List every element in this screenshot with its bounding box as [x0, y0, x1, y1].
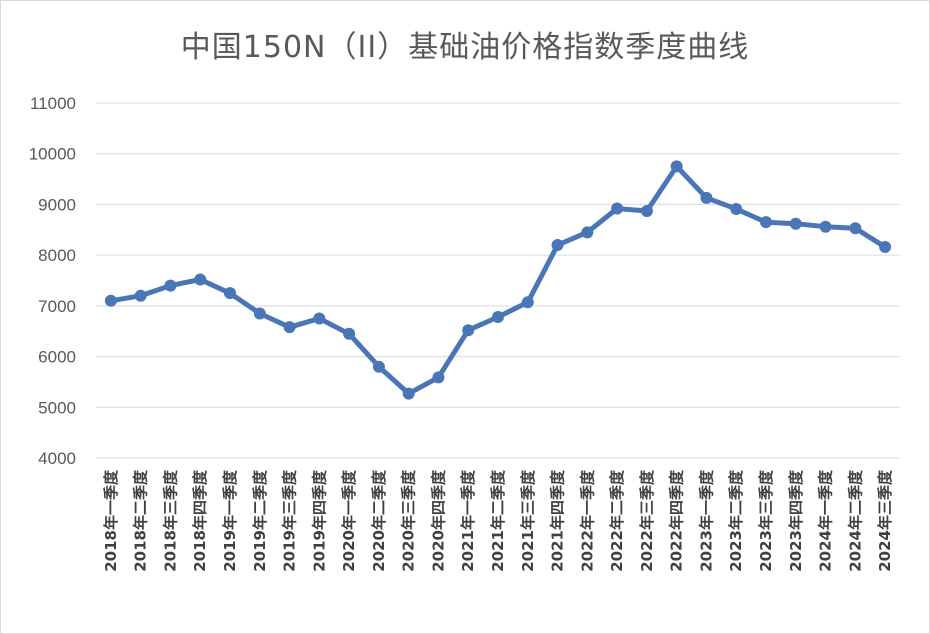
data-point [194, 273, 207, 286]
x-tick-label: 2020年四季度 [429, 469, 447, 572]
data-point [343, 327, 356, 340]
y-tick-label: 8000 [38, 246, 76, 265]
data-point [313, 312, 326, 325]
data-point [462, 324, 475, 337]
y-tick-label: 5000 [38, 398, 76, 417]
chart-title: 中国150N（II）基础油价格指数季度曲线 [180, 30, 750, 65]
x-tick-label: 2023年二季度 [727, 469, 745, 572]
data-point [760, 216, 772, 229]
x-tick-label: 2024年一季度 [817, 469, 835, 572]
y-tick-label: 6000 [38, 348, 76, 367]
x-tick-label: 2020年三季度 [400, 469, 418, 572]
x-tick-label: 2023年三季度 [757, 469, 775, 572]
x-tick-label: 2019年四季度 [310, 469, 328, 572]
y-tick-label: 10000 [29, 145, 76, 164]
x-tick-label: 2018年二季度 [132, 469, 150, 572]
x-tick-label: 2021年三季度 [519, 469, 537, 572]
data-point [432, 371, 445, 384]
x-tick-label: 2020年一季度 [340, 469, 358, 572]
data-point [819, 220, 832, 233]
y-tick-label: 11000 [30, 94, 76, 113]
x-tick-label: 2024年二季度 [846, 469, 864, 572]
data-point [879, 241, 892, 254]
data-point [283, 321, 296, 334]
x-tick-label: 2019年三季度 [281, 469, 299, 572]
x-tick-label: 2019年一季度 [221, 469, 239, 572]
data-point [104, 294, 117, 307]
data-point [253, 307, 266, 320]
x-tick-label: 2022年四季度 [668, 469, 686, 572]
x-tick-label: 2021年二季度 [489, 469, 507, 572]
data-point [402, 387, 415, 400]
x-tick-label: 2022年三季度 [638, 469, 656, 572]
data-point [224, 287, 236, 300]
data-point [670, 160, 683, 173]
x-tick-label: 2020年二季度 [370, 469, 388, 572]
data-point [611, 202, 624, 215]
x-tick-label: 2018年一季度 [102, 469, 120, 572]
y-tick-label: 7000 [38, 297, 76, 316]
data-point [730, 202, 743, 215]
data-point [492, 311, 504, 324]
x-tick-label: 2024年三季度 [876, 469, 894, 572]
data-point [700, 191, 713, 204]
data-point [164, 279, 177, 292]
data-point [521, 296, 534, 309]
series-line [108, 163, 888, 397]
x-tick-label: 2022年二季度 [608, 469, 626, 572]
y-tick-label: 4000 [38, 449, 76, 468]
x-tick-label: 2023年四季度 [787, 469, 805, 572]
x-tick-label: 2019年二季度 [251, 469, 269, 572]
data-point [581, 226, 594, 239]
data-point [849, 222, 862, 235]
data-point [372, 360, 385, 373]
x-tick-label: 2018年四季度 [191, 469, 209, 572]
x-tick-label: 2021年一季度 [459, 469, 477, 572]
y-tick-label: 9000 [38, 195, 76, 214]
x-tick-label: 2023年一季度 [697, 469, 715, 572]
x-tick-label: 2018年三季度 [161, 469, 179, 572]
data-point [134, 289, 147, 302]
data-point [640, 205, 653, 218]
data-point [551, 239, 564, 251]
data-point [789, 217, 802, 230]
x-tick-label: 2022年一季度 [578, 469, 596, 572]
x-tick-label: 2021年四季度 [549, 469, 567, 572]
